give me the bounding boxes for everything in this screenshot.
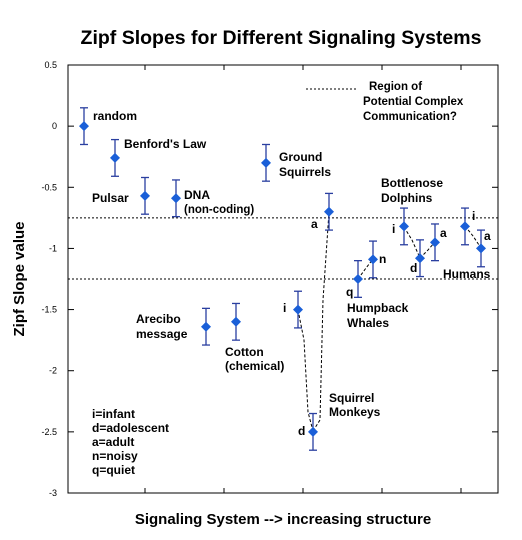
point-marker [171,193,181,204]
x-axis-title: Signaling System --> increasing structur… [135,511,431,528]
point-marker [368,254,378,265]
point-marker [79,121,89,132]
label-monkeys: Monkeys [329,405,381,419]
label-arecibo: Arecibo [136,312,181,326]
label-cotton: Cotton [225,345,264,359]
label-squirrels: Squirrels [279,165,331,179]
legend-text-3: Communication? [363,111,457,123]
letter-whales-n: n [379,252,386,266]
connector-monkeys-i-d [297,309,314,432]
data-point [368,240,378,279]
data-point [79,107,89,146]
y-axis: 0.5 0 -0.5 -1 -1.5 -2 -2.5 -3 [41,60,498,498]
label-chemical: (chemical) [225,359,284,373]
legend-text-2: Potential Complex [363,96,464,108]
letter-dolphins-a: a [440,226,447,240]
y-tick-label: -2 [49,366,57,376]
point-marker [231,316,241,327]
point-marker [308,426,318,437]
point-marker [201,321,211,332]
point-marker [293,304,303,315]
point-marker [430,237,440,248]
point-marker [324,206,334,217]
label-bottlenose: Bottlenose [381,176,443,190]
letter-humans-i: i [472,209,475,223]
point-marker [460,221,470,232]
label-message: message [136,327,188,341]
data-point [171,179,181,218]
data-point [293,290,303,329]
connector-dolphins-d-a [419,241,436,259]
data-point [261,143,271,182]
data-point [110,138,120,177]
key-adult: a=adult [92,435,134,449]
letter-monkeys-a: a [311,217,318,231]
data-point [460,207,470,246]
letter-humans-a: a [484,229,491,243]
label-humans: Humans [443,267,491,281]
data-points [79,107,486,451]
data-point [399,207,409,246]
letter-monkeys-d: d [298,424,305,438]
connector-monkeys-d-a [312,211,330,432]
data-point [353,260,363,298]
point-marker [110,152,120,163]
data-point [308,412,318,451]
y-tick-label: -2.5 [41,427,57,437]
letter-whales-q: q [346,285,353,299]
point-marker [415,253,425,264]
y-tick-label: -1.5 [41,305,57,315]
key-quiet: q=quiet [92,463,135,477]
label-ground: Ground [279,150,322,164]
letter-dolphins-i: i [392,222,395,236]
label-whales: Whales [347,316,389,330]
point-marker [353,274,363,284]
key-adolescent: d=adolescent [92,421,169,435]
label-squirrel-monkeys: Squirrel [329,391,374,405]
y-tick-label: 0 [52,121,57,131]
label-pulsar: Pulsar [92,191,129,205]
data-point [231,302,241,341]
label-humpback: Humpback [347,301,409,315]
connector-humans-i-a [464,225,482,249]
data-point [140,176,150,215]
key-infant: i=infant [92,407,135,421]
point-marker [261,157,271,168]
data-point [201,307,211,346]
label-dolphins: Dolphins [381,191,433,205]
y-axis-title: Zipf Slope value [11,221,28,336]
chart-title: Zipf Slopes for Different Signaling Syst… [81,27,482,49]
label-dna: DNA [184,188,210,202]
data-point [430,223,440,262]
y-tick-label: -3 [49,488,57,498]
data-point [324,192,334,231]
letter-monkeys-i: i [283,301,286,315]
y-tick-label: 0.5 [44,60,57,70]
point-marker [476,243,486,254]
letter-dolphins-d: d [410,261,417,275]
y-tick-label: -0.5 [41,182,57,192]
y-tick-label: -1 [49,243,57,253]
label-benford: Benford's Law [124,137,207,151]
x-axis-ticks [144,65,462,493]
point-marker [399,221,409,232]
connector-dolphins-i-d [403,226,421,259]
key-noisy: n=noisy [92,449,138,463]
data-point [415,239,425,278]
label-dna-sub: (non-coding) [184,204,254,216]
data-point [476,229,486,268]
legend-text-1: Region of [369,81,422,93]
label-random: random [93,109,137,123]
point-marker [140,190,150,201]
